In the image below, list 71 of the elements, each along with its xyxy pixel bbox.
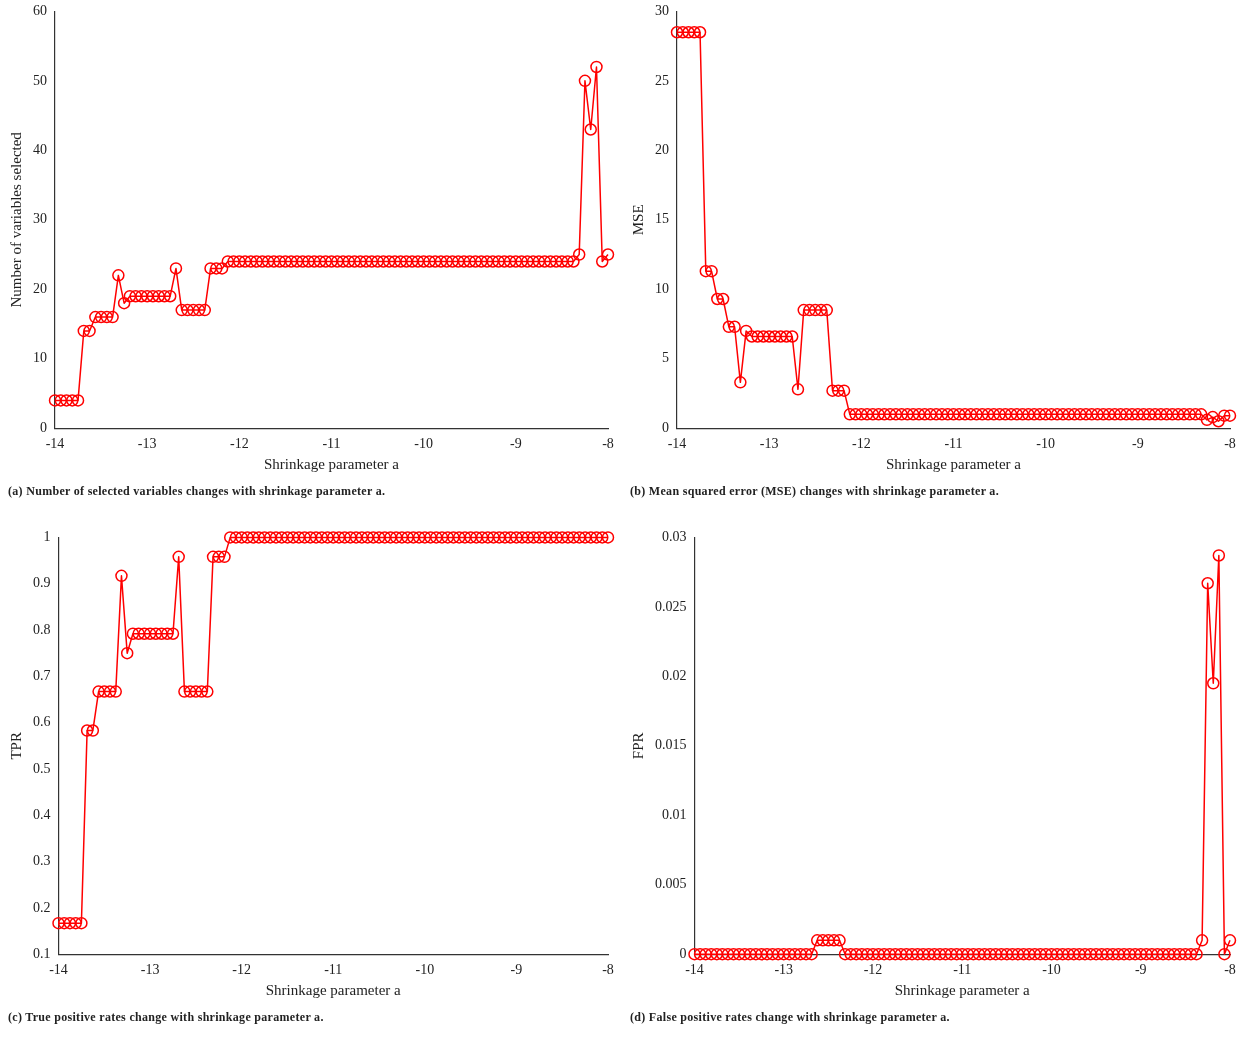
x-tick-label: -13 xyxy=(140,962,160,978)
y-tick-label: 0 xyxy=(662,419,669,435)
y-tick-label: 50 xyxy=(33,72,47,88)
x-axis-title: Shrinkage parameter a xyxy=(886,455,1022,472)
y-tick-label: 0.025 xyxy=(655,598,687,614)
x-tick-label: -9 xyxy=(510,436,522,452)
y-tick-label: 60 xyxy=(33,3,47,19)
x-tick-label: -14 xyxy=(667,436,687,452)
x-tick-label: -9 xyxy=(1134,962,1147,978)
x-tick-label: -13 xyxy=(759,436,779,452)
y-tick-label: 15 xyxy=(655,211,669,227)
y-tick-label: 10 xyxy=(655,280,669,296)
x-tick-label: -8 xyxy=(1224,436,1236,452)
x-tick-label: -8 xyxy=(602,962,614,978)
x-tick-label: -12 xyxy=(232,962,251,978)
y-tick-label: 20 xyxy=(655,142,669,158)
x-tick-label: -12 xyxy=(863,962,883,978)
y-tick-label: 0.2 xyxy=(33,899,51,915)
y-tick-label: 0.03 xyxy=(662,529,687,545)
y-tick-label: 10 xyxy=(33,350,47,366)
y-tick-label: 0.3 xyxy=(33,853,51,869)
y-tick-label: 0.5 xyxy=(33,760,51,776)
x-tick-label: -11 xyxy=(944,436,963,452)
x-tick-label: -8 xyxy=(602,436,614,452)
y-tick-label: 0.7 xyxy=(33,668,51,684)
x-tick-label: -10 xyxy=(414,436,433,452)
x-tick-label: -12 xyxy=(852,436,871,452)
text: (c) True positive rates change with shrinkage parameter a. xyxy=(7,1010,325,1025)
y-tick-label: 0 xyxy=(40,419,47,435)
x-axis-title: Shrinkage parameter a xyxy=(265,981,402,998)
x-tick-label: -11 xyxy=(953,962,972,978)
y-axis-title: FPR xyxy=(629,732,646,760)
x-axis-title: Shrinkage parameter a xyxy=(264,455,400,472)
y-tick-label: 0.6 xyxy=(33,714,51,730)
x-tick-label: -14 xyxy=(685,962,704,978)
y-tick-label: 0.01 xyxy=(662,806,687,822)
x-tick-label: -13 xyxy=(137,436,157,452)
text: (a) Number of selected variables changes with shrinkage parameter a. xyxy=(7,484,387,499)
x-axis-title: Shrinkage parameter a xyxy=(894,981,1031,998)
y-tick-label: 1 xyxy=(43,529,51,545)
y-tick-label: 25 xyxy=(655,72,669,88)
text: (d) False positive rates change with shrinkage parameter a. xyxy=(629,1010,951,1025)
x-tick-label: -10 xyxy=(1042,962,1061,978)
x-tick-label: -13 xyxy=(774,962,794,978)
x-tick-label: -8 xyxy=(1224,962,1236,978)
y-axis-title: Number of variables selected xyxy=(7,131,24,308)
x-tick-label: -11 xyxy=(322,436,341,452)
y-tick-label: 0 xyxy=(679,945,687,961)
x-tick-label: -10 xyxy=(1036,436,1055,452)
y-tick-label: 0.015 xyxy=(655,737,687,753)
x-tick-label: -11 xyxy=(324,962,343,978)
x-tick-label: -9 xyxy=(510,962,523,978)
y-tick-label: 0.9 xyxy=(33,575,51,591)
y-tick-label: 0.8 xyxy=(33,621,51,637)
text: (b) Mean squared error (MSE) changes with shrinkage parameter a. xyxy=(629,484,1000,499)
y-tick-label: 0.005 xyxy=(655,876,687,892)
x-tick-label: -9 xyxy=(1132,436,1144,452)
y-tick-label: 0.1 xyxy=(33,945,51,961)
y-axis-title: TPR xyxy=(7,732,24,760)
y-tick-label: 20 xyxy=(33,280,47,296)
x-tick-label: -14 xyxy=(45,436,65,452)
y-tick-label: 0.4 xyxy=(33,806,51,822)
y-tick-label: 40 xyxy=(33,142,47,158)
y-tick-label: 0.02 xyxy=(662,668,687,684)
x-tick-label: -10 xyxy=(415,962,435,978)
x-tick-label: -12 xyxy=(230,436,249,452)
y-tick-label: 30 xyxy=(33,211,47,227)
y-axis-title: MSE xyxy=(629,204,646,236)
x-tick-label: -14 xyxy=(49,962,68,978)
y-tick-label: 30 xyxy=(655,3,669,19)
y-tick-label: 5 xyxy=(662,350,669,366)
